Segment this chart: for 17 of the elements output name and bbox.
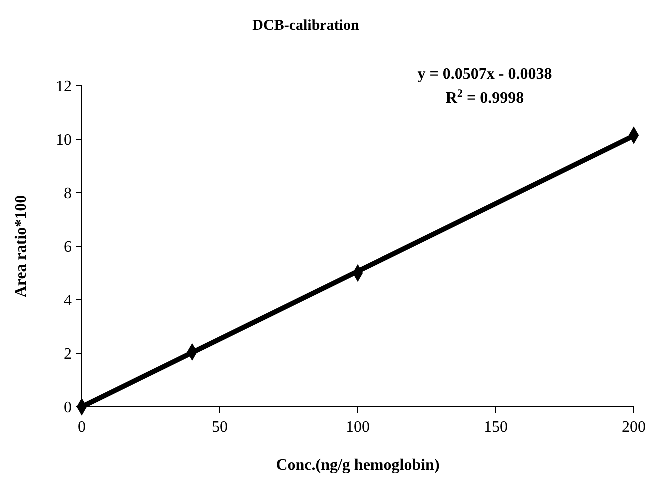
- y-axis-title: Area ratio*100: [13, 195, 30, 298]
- y-tick-label: 6: [64, 239, 72, 256]
- y-tick-label: 0: [64, 400, 72, 417]
- x-tick-label: 0: [78, 419, 86, 436]
- x-tick-label: 100: [346, 419, 370, 436]
- text: y = 0.0507x - 0.0038: [418, 66, 552, 83]
- chart-title: DCB-calibration: [252, 18, 360, 34]
- y-tick-label: 4: [64, 292, 72, 310]
- x-tick-label: 150: [484, 419, 508, 436]
- y-tick-label: 12: [56, 78, 72, 96]
- x-tick-label: 50: [212, 419, 228, 436]
- y-tick-label: 2: [64, 346, 72, 364]
- y-tick-label: 8: [64, 186, 72, 203]
- annotation: R$^{2}$ = 0.9998: [446, 88, 524, 107]
- x-tick-label: 200: [622, 419, 646, 436]
- y-tick-label: 10: [56, 132, 72, 150]
- x-axis-title: Conc.(ng/g hemoglobin): [276, 457, 440, 474]
